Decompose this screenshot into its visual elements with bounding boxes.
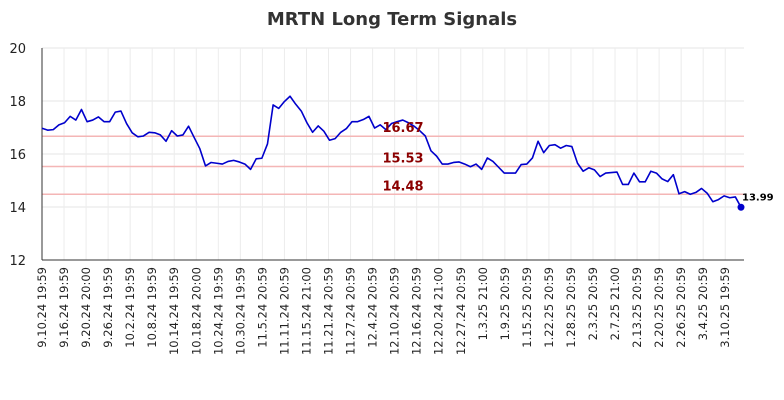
x-tick-label: 2.13.25 20:59 <box>630 267 644 348</box>
x-tick-label: 10.30.24 19:59 <box>233 267 247 355</box>
x-tick-label: 10.2.24 19:59 <box>123 267 137 348</box>
x-tick-label: 2.3.25 20:59 <box>586 267 600 340</box>
signal-lines <box>42 135 744 196</box>
x-tick-label: 12.20.24 21:00 <box>432 267 446 355</box>
x-tick-label: 12.4.24 20:59 <box>366 267 380 348</box>
y-tick-label: 14 <box>9 201 26 216</box>
labels: 16.67 15.53 14.48 13.99 <box>382 121 773 203</box>
signal-line-label: 15.53 <box>382 151 423 166</box>
chart-title: MRTN Long Term Signals <box>267 9 517 30</box>
y-tick-label: 16 <box>9 148 26 163</box>
x-tick-label: 10.14.24 19:59 <box>167 267 181 355</box>
x-tick-label: 1.3.25 21:00 <box>476 267 490 340</box>
x-tick-label: 9.16.24 19:59 <box>57 267 71 348</box>
x-tick-label: 11.27.24 20:59 <box>344 267 358 355</box>
x-tick-label: 11.21.24 20:59 <box>322 267 336 355</box>
x-tick-label: 10.8.24 19:59 <box>145 267 159 348</box>
y-tick-label: 12 <box>9 254 26 269</box>
x-tick-label: 1.15.25 20:59 <box>520 267 534 348</box>
signal-line-label: 14.48 <box>382 179 423 194</box>
x-tick-label: 12.10.24 20:59 <box>388 267 402 355</box>
signal-line-label: 16.67 <box>382 121 423 136</box>
x-tick-label: 10.24.24 19:59 <box>211 267 225 355</box>
last-point-marker <box>737 203 745 211</box>
axes: 12 14 16 18 20 9.10.24 19:59 9.16.24 19:59 9.20… <box>9 42 744 355</box>
series <box>41 95 745 211</box>
x-tick-label: 3.10.25 19:59 <box>718 267 732 348</box>
x-tick-label: 1.9.25 20:59 <box>498 267 512 340</box>
x-tick-label: 3.4.25 20:59 <box>696 267 710 340</box>
x-tick-label: 10.18.24 20:00 <box>189 267 203 355</box>
x-tick-label: 11.11.24 20:59 <box>277 267 291 355</box>
x-tick-label: 9.20.24 20:00 <box>79 267 93 348</box>
x-tick-label: 9.10.24 19:59 <box>35 267 49 348</box>
x-tick-label: 9.26.24 19:59 <box>101 267 115 348</box>
price-line <box>41 95 742 208</box>
y-tick-label: 18 <box>9 95 26 110</box>
x-tick-label: 2.26.25 20:59 <box>674 267 688 348</box>
last-point-label: 13.99 <box>742 192 774 203</box>
x-tick-label: 1.28.25 20:59 <box>564 267 578 348</box>
x-tick-label: 2.7.25 21:00 <box>608 267 622 340</box>
x-tick-label: 12.16.24 20:59 <box>410 267 424 355</box>
x-tick-label: 12.27.24 20:59 <box>454 267 468 355</box>
x-tick-label: 2.20.25 20:59 <box>652 267 666 348</box>
y-tick-label: 20 <box>9 42 26 57</box>
x-tick-label: 11.15.24 21:00 <box>299 267 313 355</box>
x-tick-label: 1.22.25 20:59 <box>542 267 556 348</box>
x-tick-label: 11.5.24 20:59 <box>255 267 269 348</box>
